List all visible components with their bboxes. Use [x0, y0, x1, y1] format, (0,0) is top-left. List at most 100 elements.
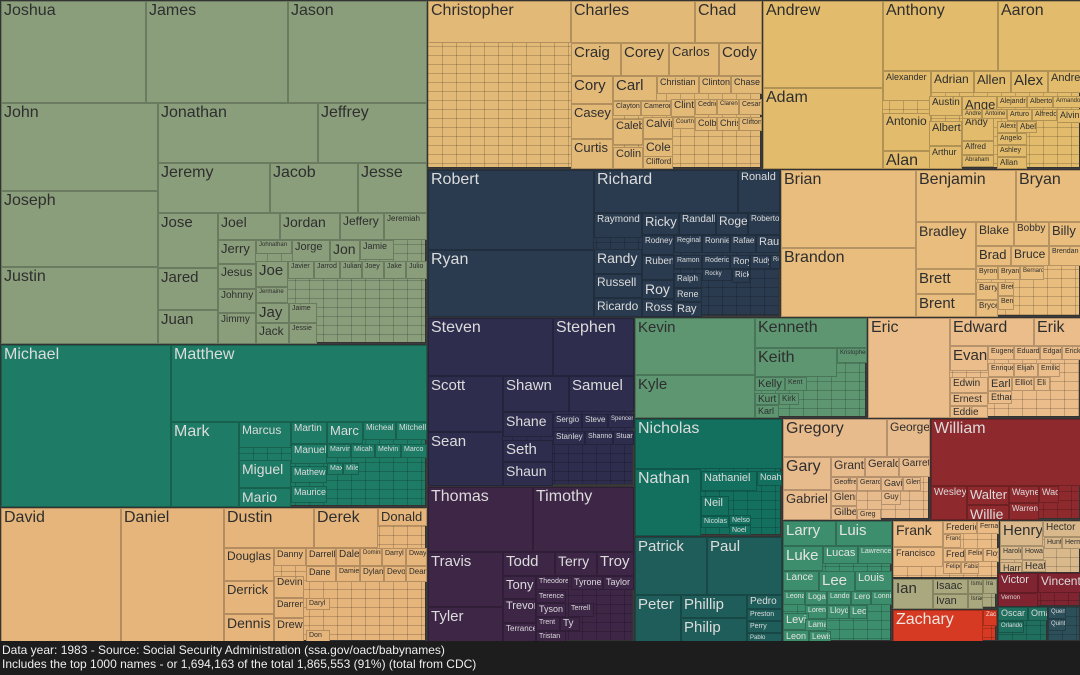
- treemap-cell: Timothy: [533, 487, 634, 552]
- treemap-cell: Juan: [158, 310, 218, 344]
- name-group: Brian Brandon Benjamin Bryan Bradley Brett Bre…: [780, 169, 1080, 317]
- name-group: Christopher Charles Chad Craig Corey Carlos Co…: [427, 0, 762, 169]
- treemap-cell: Cedric: [695, 99, 717, 115]
- treemap-cell: Raul: [756, 235, 780, 253]
- treemap-cell: Andres: [962, 109, 982, 119]
- name-group: OscarOmar Orlando: [997, 606, 1048, 641]
- treemap-cell: Fred: [943, 548, 965, 562]
- treemap-cell: Russell: [594, 274, 642, 298]
- name-group: Steven Stephen Scott Sean Shawn Samuel Shane Se…: [427, 317, 634, 486]
- name-group: Andrew Anthony Aaron Adam Alexander Adrian All…: [762, 0, 1080, 169]
- treemap-cell: Sergio: [553, 414, 582, 428]
- treemap-cell: Frederick: [943, 521, 977, 534]
- treemap-cell: Alvin: [1057, 109, 1080, 123]
- treemap-cell: Levi: [783, 613, 809, 630]
- treemap-cell: Jason: [288, 1, 427, 103]
- treemap-cell: Omar: [1028, 607, 1048, 621]
- treemap-cell: Ryan: [428, 250, 594, 317]
- treemap: Joshua James Jason John Joseph Justin Jonathan…: [0, 0, 1080, 642]
- treemap-cell: Nicolas: [701, 516, 729, 528]
- treemap-cell: Alfredo: [1032, 109, 1057, 121]
- name-group: Gregory George Gary Gabriel Grant Gerald Garre…: [782, 418, 930, 520]
- treemap-cell: Julian: [340, 261, 362, 279]
- treemap-cell: Daniel: [121, 508, 224, 642]
- treemap-cell: Daryl: [306, 598, 330, 610]
- treemap-cell: Enrique: [988, 363, 1014, 377]
- treemap-cell: Noel: [729, 525, 751, 535]
- treemap-cell: Bryan: [1016, 170, 1080, 222]
- treemap-cell: Ricardo: [594, 298, 642, 317]
- treemap-cell: Ralph: [674, 273, 702, 288]
- treemap-cell: Jack: [256, 323, 289, 344]
- treemap-cell: Terence: [536, 591, 566, 603]
- treemap-cell: Troy: [597, 552, 634, 576]
- treemap-cell: Carl: [613, 76, 657, 101]
- treemap-cell: Marco: [401, 444, 427, 458]
- treemap-cell: Armando: [1053, 96, 1080, 108]
- treemap-cell: Rick: [732, 269, 750, 283]
- treemap-cell: Colby: [695, 117, 717, 131]
- treemap-cell: Douglas: [224, 548, 274, 581]
- treemap-cell: Joshua: [1, 1, 146, 103]
- treemap-cell: Julio: [406, 261, 427, 279]
- name-group: Michael Matthew Mark Marcus Martin Marc Michea…: [0, 344, 427, 507]
- treemap-cell: Theodore: [536, 576, 569, 590]
- treemap-cell: Allen: [974, 71, 1011, 93]
- treemap-cell: Nathan: [635, 469, 701, 536]
- treemap-cell: Devin: [274, 576, 304, 598]
- footer: Data year: 1983 - Source: Social Securit…: [0, 641, 1080, 675]
- treemap-cell: Wade: [1039, 486, 1059, 503]
- treemap-cell: Elijah: [1014, 363, 1038, 377]
- treemap-cell: Mario: [239, 488, 291, 507]
- treemap-cell: Darrell: [306, 548, 336, 566]
- treemap-cell: Jordan: [280, 213, 340, 240]
- treemap-cell: Ray: [674, 302, 702, 317]
- treemap-cell: Austin: [929, 96, 962, 116]
- name-group: FrankFranciscoFrederickFernando FrancisFr…: [892, 520, 999, 578]
- treemap-cell: Ronald: [738, 170, 780, 213]
- treemap-cell: Arthur: [929, 146, 962, 169]
- treemap-cell: Adam: [763, 88, 883, 169]
- treemap-cell: Ismael: [968, 579, 983, 594]
- treemap-cell: Javier: [288, 261, 314, 279]
- treemap-cell: Bryant: [998, 266, 1020, 280]
- treemap-cell: Jorge: [292, 240, 330, 264]
- treemap-cell: Abraham: [962, 155, 994, 167]
- treemap-cell: Joe: [256, 261, 288, 287]
- name-group: Victor Vincent Vernon: [997, 572, 1080, 607]
- treemap-cell: Zachary: [893, 610, 983, 642]
- treemap-cell: Keith: [755, 348, 837, 377]
- treemap-cell: Jacob: [270, 163, 358, 213]
- treemap-cell: Logan: [805, 591, 827, 605]
- treemap-cell: Mathew: [291, 466, 327, 483]
- treemap-cell: Rudy: [750, 255, 770, 269]
- treemap-cell: Guy: [881, 491, 901, 505]
- treemap-cell: Mitchell: [396, 422, 427, 440]
- treemap-cell: Dean: [406, 566, 427, 582]
- treemap-cell: Dennis: [224, 614, 274, 642]
- treemap-cell: Erik: [1034, 318, 1080, 346]
- treemap-cell: Roderick: [702, 255, 730, 269]
- treemap-cell: Gerald: [865, 457, 899, 477]
- treemap-cell: Dylan: [360, 566, 384, 582]
- name-group: Thomas Timothy Travis Tyler Todd Terry Troy Ton…: [427, 486, 634, 642]
- treemap-cell: Clint: [671, 99, 695, 117]
- treemap-cell: Ruben: [642, 255, 674, 280]
- treemap-cell: Jerry: [218, 240, 256, 264]
- treemap-cell: Jeffery: [340, 213, 384, 240]
- treemap-cell: Glenn: [831, 491, 857, 506]
- name-group: Larry Luis Luke Lucas Lawrence Lance Lee Louis L…: [782, 520, 892, 642]
- treemap-cell: Ernest: [950, 393, 988, 406]
- treemap-cell: Robert: [428, 170, 594, 250]
- treemap-cell: George: [887, 419, 930, 457]
- treemap-cell: Floyd: [983, 548, 999, 562]
- treemap-cell: Rickey: [770, 255, 780, 269]
- treemap-cell: Lawrence: [858, 546, 892, 564]
- treemap-cell: Lonnie: [871, 591, 892, 605]
- treemap-cell: Bruce: [1011, 246, 1049, 266]
- treemap-cell: Rocky: [702, 269, 732, 281]
- treemap-cell: Albert: [929, 121, 962, 146]
- name-group: Robert Ryan Richard Ronald Raymond Ricky Randa…: [427, 169, 780, 317]
- treemap-cell: Roy: [642, 280, 674, 299]
- treemap-cell: Eugene: [988, 346, 1014, 360]
